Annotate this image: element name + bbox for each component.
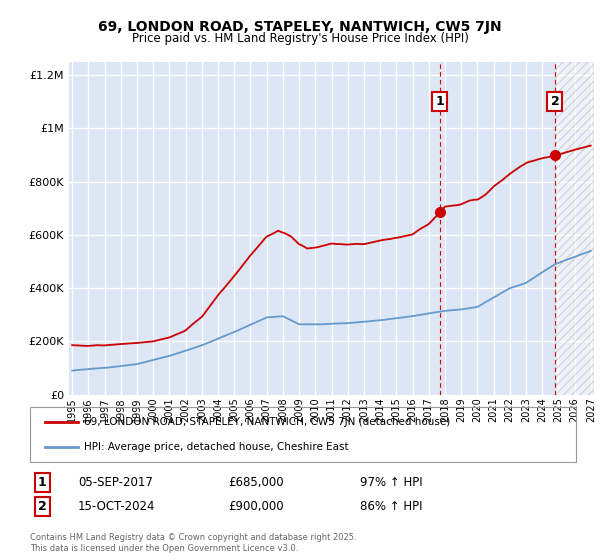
- Text: Price paid vs. HM Land Registry's House Price Index (HPI): Price paid vs. HM Land Registry's House …: [131, 32, 469, 45]
- Text: 69, LONDON ROAD, STAPELEY, NANTWICH, CW5 7JN (detached house): 69, LONDON ROAD, STAPELEY, NANTWICH, CW5…: [84, 418, 450, 427]
- Text: £685,000: £685,000: [228, 476, 284, 489]
- Text: 2: 2: [38, 500, 46, 514]
- Text: HPI: Average price, detached house, Cheshire East: HPI: Average price, detached house, Ches…: [84, 442, 349, 451]
- Text: 69, LONDON ROAD, STAPELEY, NANTWICH, CW5 7JN: 69, LONDON ROAD, STAPELEY, NANTWICH, CW5…: [98, 20, 502, 34]
- Text: 1: 1: [38, 476, 46, 489]
- Text: 1: 1: [435, 95, 444, 108]
- Text: 15-OCT-2024: 15-OCT-2024: [78, 500, 155, 514]
- Text: Contains HM Land Registry data © Crown copyright and database right 2025.
This d: Contains HM Land Registry data © Crown c…: [30, 533, 356, 553]
- Text: 97% ↑ HPI: 97% ↑ HPI: [360, 476, 422, 489]
- Text: 05-SEP-2017: 05-SEP-2017: [78, 476, 153, 489]
- Text: 2: 2: [551, 95, 559, 108]
- Text: £900,000: £900,000: [228, 500, 284, 514]
- Text: 86% ↑ HPI: 86% ↑ HPI: [360, 500, 422, 514]
